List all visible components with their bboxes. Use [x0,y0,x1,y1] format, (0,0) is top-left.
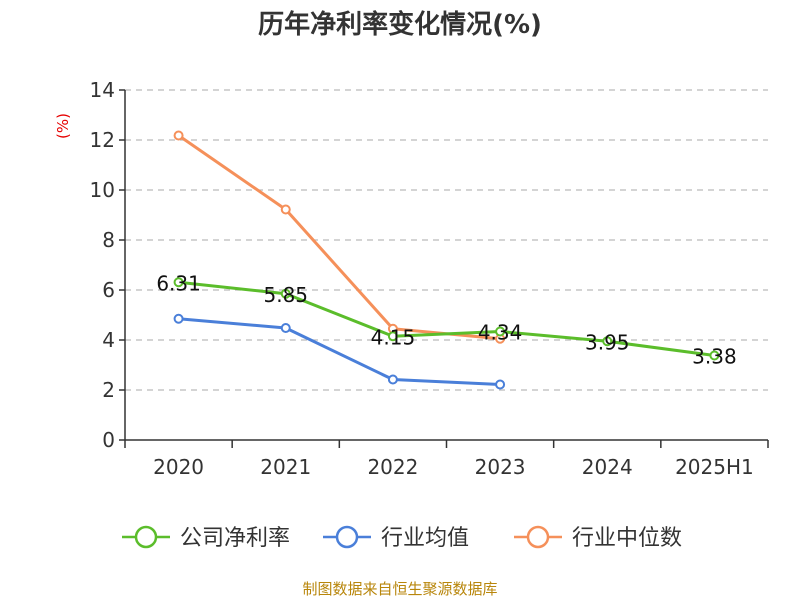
data-point [387,331,398,342]
legend-label: 公司净利率 [180,526,290,551]
data-point [173,130,184,141]
data-point [280,288,291,299]
x-tick-label: 2021 [260,455,311,479]
data-point [387,374,398,385]
source-note: 制图数据来自恒生聚源数据库 [302,580,497,598]
x-tick-label: 2023 [475,455,526,479]
data-label: 6.31 [156,271,201,295]
data-point [602,336,613,347]
data-label: 5.85 [263,283,308,307]
data-label: 4.15 [371,325,416,349]
grid-lines [125,89,768,391]
x-tick-label: 2022 [367,455,418,479]
y-tick-label: 12 [90,128,115,152]
x-tick-label: 2020 [153,455,204,479]
x-tick-label: 2025H1 [675,455,754,479]
data-point [495,326,506,337]
data-label: 4.34 [478,321,523,345]
y-tick-label: 2 [102,378,115,402]
data-point [495,379,506,390]
y-axis-label: (%) [54,113,72,139]
legend-marker [134,525,158,549]
data-point [280,323,291,333]
series-lines [173,130,720,390]
data-labels: 6.31 5.85 4.15 4.34 3.95 3.38 [156,271,736,368]
legend-marker [335,525,359,549]
x-tick-label: 2024 [582,455,633,479]
axes: 0 2 4 6 8 10 12 14 2020 2021 2022 2023 2024 2025H1 [90,78,769,479]
legend-label: 行业中位数 [572,526,682,551]
legend-item[interactable]: 行业中位数 [514,525,682,551]
y-tick-label: 14 [90,78,115,102]
y-tick-label: 10 [90,178,115,202]
data-label: 3.38 [692,345,737,369]
legend-item[interactable]: 公司净利率 [122,525,290,551]
chart-title: 历年净利率变化情况(%) [258,9,542,40]
y-tick-label: 6 [102,278,115,302]
series-line-1 [178,317,501,386]
y-tick-label: 8 [102,228,115,252]
series-line-0 [178,280,715,357]
data-point [173,313,184,324]
data-point [280,204,291,215]
legend-marker [526,525,550,549]
data-label: 3.95 [585,330,630,354]
y-tick-label: 0 [102,428,115,452]
series-line-2 [177,134,501,341]
data-point [709,350,720,361]
data-point [173,277,184,288]
legend-item[interactable]: 行业均值 [323,525,469,551]
legend[interactable]: 公司净利率 行业均值 行业中位数 [122,525,682,551]
y-tick-label: 4 [102,328,115,352]
legend-label: 行业均值 [381,526,469,551]
